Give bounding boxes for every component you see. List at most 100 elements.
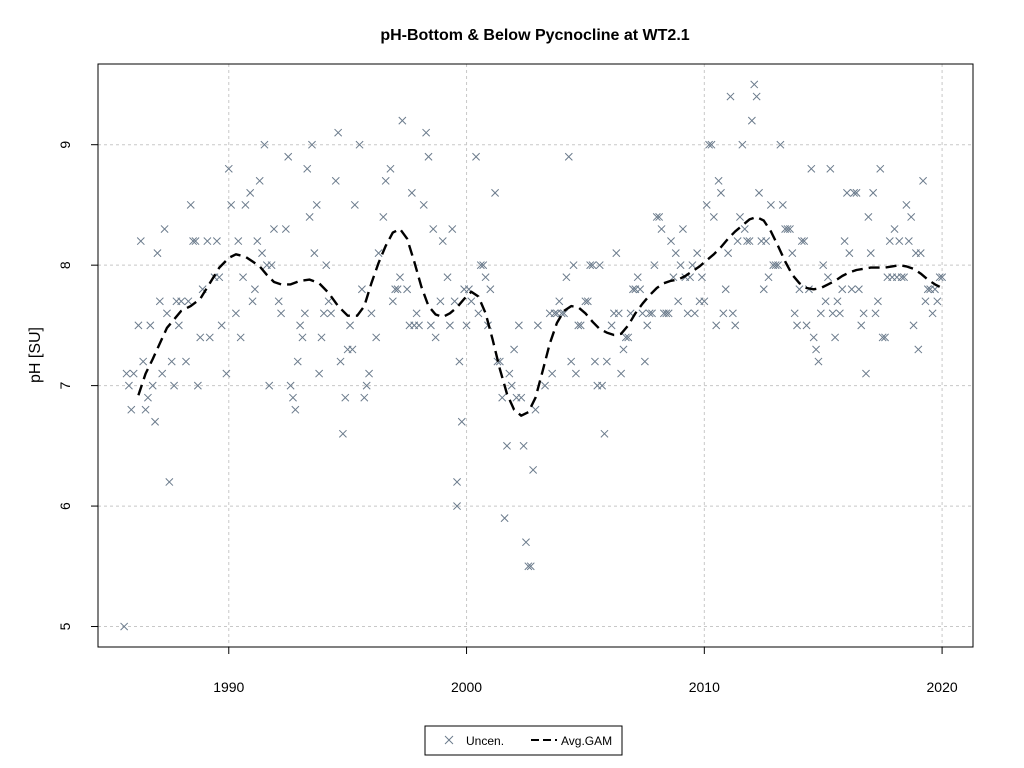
data-point xyxy=(624,333,633,342)
data-point xyxy=(319,309,328,318)
data-point xyxy=(217,321,226,330)
data-point xyxy=(900,273,908,282)
data-point xyxy=(350,200,359,209)
data-point xyxy=(774,261,782,270)
data-point xyxy=(736,213,744,221)
data-point xyxy=(560,309,568,318)
data-point xyxy=(136,237,145,246)
y-axis-label: pH [SU] xyxy=(27,327,44,383)
data-point xyxy=(450,297,459,306)
data-point xyxy=(764,273,773,282)
data-point xyxy=(412,309,421,318)
x-tick-label: 1990 xyxy=(213,679,244,695)
data-point xyxy=(327,309,335,318)
data-point xyxy=(498,393,507,402)
data-point xyxy=(265,381,274,390)
data-point xyxy=(850,188,859,197)
legend: Uncen. Avg.GAM xyxy=(424,725,623,756)
data-point xyxy=(196,333,205,342)
data-point xyxy=(862,369,870,378)
data-point xyxy=(248,297,257,306)
data-point xyxy=(638,309,647,318)
data-point xyxy=(574,321,583,330)
data-point xyxy=(372,333,381,342)
data-point xyxy=(919,176,928,185)
data-point xyxy=(310,249,319,258)
data-point xyxy=(315,369,324,378)
data-point xyxy=(916,249,925,258)
data-point xyxy=(255,176,264,185)
data-point xyxy=(907,213,916,221)
data-point xyxy=(388,297,397,306)
data-point xyxy=(548,369,557,378)
data-point xyxy=(403,285,412,294)
data-point xyxy=(876,164,885,173)
data-point xyxy=(795,285,804,294)
chart-title: pH-Bottom & Below Pycnocline at WT2.1 xyxy=(380,27,689,44)
data-point xyxy=(253,237,262,246)
data-point xyxy=(750,80,759,89)
data-point xyxy=(812,345,821,354)
data-point xyxy=(629,285,637,294)
data-point xyxy=(745,237,754,246)
data-point xyxy=(595,261,604,270)
data-point xyxy=(785,225,794,233)
data-point xyxy=(424,152,433,161)
data-point xyxy=(783,225,792,233)
data-point xyxy=(438,237,447,246)
data-point xyxy=(567,357,576,366)
data-point xyxy=(590,357,599,366)
data-point xyxy=(526,562,535,571)
data-point xyxy=(807,164,816,173)
data-point xyxy=(921,297,930,306)
data-point xyxy=(586,261,595,270)
data-point xyxy=(619,345,628,354)
data-point xyxy=(793,321,802,330)
data-point xyxy=(743,237,752,246)
data-point xyxy=(189,237,198,246)
data-point xyxy=(300,309,309,318)
data-point xyxy=(778,200,787,209)
x-tick-label: 2000 xyxy=(451,679,482,695)
data-point xyxy=(555,297,564,306)
data-point xyxy=(284,152,293,161)
y-tick-label: 6 xyxy=(57,502,73,510)
data-point xyxy=(831,333,840,342)
data-point xyxy=(222,369,231,378)
data-point xyxy=(733,237,742,246)
data-point xyxy=(281,225,290,233)
data-point xyxy=(269,225,278,233)
data-point xyxy=(697,273,706,282)
data-point xyxy=(683,309,692,318)
data-point xyxy=(583,297,592,306)
data-point xyxy=(828,309,837,318)
data-point xyxy=(636,285,645,294)
data-point xyxy=(935,273,944,282)
data-point xyxy=(826,164,835,173)
data-point xyxy=(443,273,452,282)
data-point xyxy=(134,321,143,330)
data-point xyxy=(838,285,847,294)
data-point xyxy=(374,249,383,258)
data-point xyxy=(160,225,169,233)
data-point xyxy=(291,405,300,414)
data-point xyxy=(890,225,899,233)
legend-label-gam: Avg.GAM xyxy=(561,734,612,748)
data-point xyxy=(814,357,823,366)
data-point xyxy=(531,405,540,414)
x-tick-label: 2010 xyxy=(689,679,720,695)
data-point xyxy=(336,357,345,366)
data-point xyxy=(824,273,832,282)
data-point xyxy=(212,237,221,246)
data-point xyxy=(139,357,148,366)
data-point xyxy=(688,261,697,270)
data-point xyxy=(146,321,155,330)
data-point xyxy=(788,249,797,258)
data-point xyxy=(379,213,388,221)
data-point xyxy=(453,478,461,486)
data-point xyxy=(393,285,402,294)
data-point xyxy=(396,273,404,282)
data-point xyxy=(124,381,133,390)
data-point xyxy=(429,225,438,233)
data-point xyxy=(355,140,364,149)
